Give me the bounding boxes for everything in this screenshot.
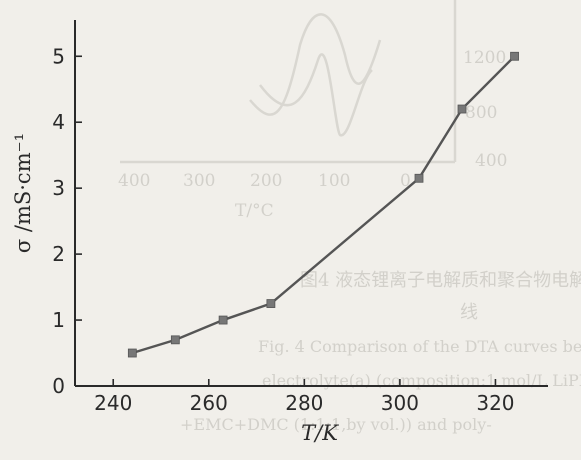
data-point bbox=[218, 315, 228, 325]
x-axis-label: T/K bbox=[301, 421, 339, 445]
y-tick-label: 3 bbox=[52, 176, 65, 200]
y-tick-label: 1 bbox=[52, 308, 65, 332]
y-axis-label: σ /mS·cm⁻¹ bbox=[11, 133, 35, 253]
data-point bbox=[510, 51, 519, 61]
ghost-x-tick: 0 bbox=[400, 171, 411, 191]
ghost-curve-a bbox=[249, 13, 382, 116]
x-ticks: 240 260 280 300 320 bbox=[94, 379, 515, 415]
ghost-caption: Fig. 4 Comparison of the DTA curves betw… bbox=[258, 337, 581, 356]
ghost-x-tick: 100 bbox=[318, 171, 350, 191]
x-tick-label: 280 bbox=[285, 391, 323, 415]
ghost-caption: 图4 液态锂离子电解质和聚合物电解质的差热曲 bbox=[300, 270, 581, 291]
data-point bbox=[414, 173, 424, 183]
y-tick-label: 4 bbox=[52, 110, 65, 134]
series-line bbox=[131, 55, 516, 355]
y-tick-label: 0 bbox=[52, 374, 65, 398]
ghost-x-tick: 200 bbox=[250, 171, 282, 191]
y-tick-label: 5 bbox=[52, 44, 65, 68]
ghost-x-tick: 300 bbox=[183, 171, 215, 191]
data-point bbox=[266, 299, 276, 308]
x-tick-label: 260 bbox=[190, 391, 228, 415]
ghost-caption: 线 bbox=[460, 302, 478, 323]
axes bbox=[74, 20, 548, 387]
ghost-caption: +EMC+DMC (1:1:1,by vol.)) and poly- bbox=[180, 415, 492, 434]
ghost-y-tick: 800 bbox=[465, 103, 497, 123]
ghost-y-tick: 400 bbox=[475, 151, 507, 171]
data-point bbox=[457, 104, 467, 114]
ghost-xlabel: T/°C bbox=[235, 201, 274, 221]
x-tick-label: 240 bbox=[94, 391, 132, 415]
show-through-background: 400 300 200 100 0 1200 800 400 T/°C 图4 液… bbox=[118, 0, 581, 434]
x-tick-label: 320 bbox=[476, 391, 514, 415]
data-point bbox=[127, 348, 137, 358]
ghost-curve-b bbox=[259, 53, 373, 137]
y-tick-label: 2 bbox=[52, 242, 65, 266]
x-tick-label: 300 bbox=[381, 391, 419, 415]
ghost-x-tick: 400 bbox=[118, 171, 150, 191]
y-ticks: 0 1 2 3 4 5 bbox=[52, 44, 82, 398]
ghost-y-tick: 1200 bbox=[463, 48, 506, 68]
data-point bbox=[170, 335, 180, 345]
ghost-caption: electrolyte(a) (composition:1 mol/L LiPF… bbox=[262, 371, 581, 390]
series-layer bbox=[127, 51, 519, 358]
